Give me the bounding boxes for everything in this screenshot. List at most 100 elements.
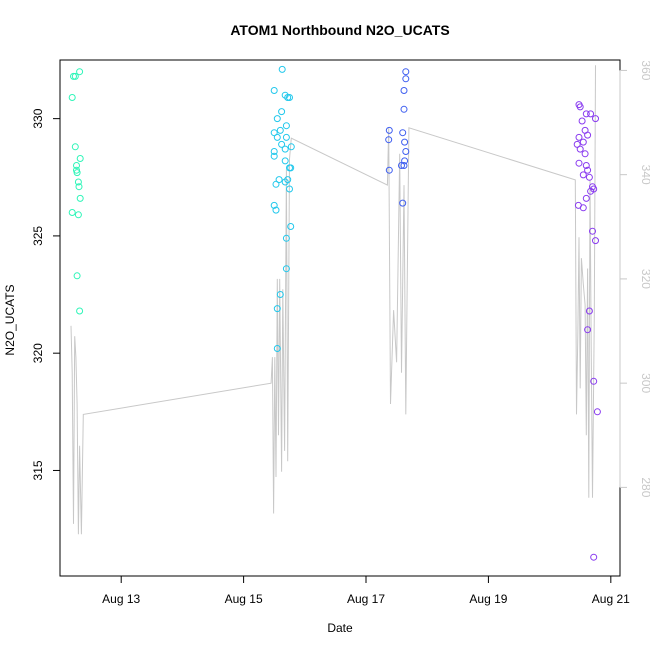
y-axis: 315 320 325 330 xyxy=(31,108,61,480)
data-point xyxy=(582,110,590,118)
data-point xyxy=(273,115,281,123)
data-point xyxy=(76,307,84,315)
data-point xyxy=(74,211,82,219)
right-y-tick-label: 340 xyxy=(639,165,650,185)
data-point xyxy=(286,94,293,101)
data-point xyxy=(581,150,589,158)
data-point xyxy=(578,117,586,125)
data-point xyxy=(275,176,283,184)
data-point xyxy=(587,110,595,118)
data-point xyxy=(270,129,278,137)
scatter-points xyxy=(68,65,601,561)
data-point xyxy=(402,68,410,76)
data-point xyxy=(593,408,601,416)
data-point xyxy=(272,180,280,188)
data-point xyxy=(286,185,293,193)
data-point xyxy=(385,166,393,174)
x-tick-label: Aug 15 xyxy=(225,592,263,606)
data-point xyxy=(398,162,405,169)
data-point xyxy=(399,129,407,137)
data-point xyxy=(590,185,598,193)
data-point xyxy=(278,108,286,116)
data-point xyxy=(273,345,281,352)
data-point xyxy=(400,162,408,169)
data-point xyxy=(270,152,278,160)
data-point xyxy=(584,131,592,139)
right-y-tick-label: 300 xyxy=(639,373,650,393)
data-point xyxy=(579,138,587,146)
data-point xyxy=(281,157,289,165)
data-point xyxy=(284,176,292,184)
data-point xyxy=(273,305,281,313)
data-point xyxy=(68,209,76,216)
data-point xyxy=(278,140,286,148)
data-point xyxy=(73,169,81,177)
data-point xyxy=(402,75,410,83)
right-y-tick-label: 280 xyxy=(639,477,650,497)
data-point xyxy=(287,164,295,172)
data-point xyxy=(282,234,290,242)
data-point xyxy=(287,223,295,230)
y-axis-label: N2O_UCATS xyxy=(3,284,17,355)
y-tick-label: 330 xyxy=(31,108,45,128)
data-point xyxy=(287,143,295,151)
data-point xyxy=(575,159,583,167)
data-point xyxy=(589,227,596,235)
data-point xyxy=(75,183,83,191)
data-point xyxy=(402,148,410,155)
data-point xyxy=(582,194,590,202)
data-point xyxy=(73,272,81,280)
data-point xyxy=(282,133,290,141)
x-tick-label: Aug 17 xyxy=(347,592,385,606)
data-point xyxy=(71,72,79,80)
x-axis-label: Date xyxy=(327,621,353,635)
x-tick-label: Aug 19 xyxy=(469,592,507,606)
data-point xyxy=(585,307,593,315)
data-point xyxy=(270,87,278,94)
data-point xyxy=(278,65,286,73)
data-point xyxy=(273,133,281,141)
data-point xyxy=(281,145,289,153)
data-point xyxy=(576,145,584,153)
x-axis: Aug 13 Aug 15 Aug 17 Aug 19 Aug 21 xyxy=(102,575,630,606)
data-point xyxy=(400,105,408,113)
data-point xyxy=(385,126,393,134)
data-point xyxy=(592,115,599,123)
y-tick-label: 315 xyxy=(31,460,45,480)
right-y-tick-label: 320 xyxy=(639,269,650,289)
x-tick-label: Aug 13 xyxy=(102,592,140,606)
right-y-tick-label: 360 xyxy=(639,60,650,80)
data-point xyxy=(590,553,598,561)
data-point xyxy=(73,162,80,169)
right-axis-series-line xyxy=(70,65,596,535)
data-point xyxy=(272,206,280,214)
data-point xyxy=(74,178,82,186)
right-y-axis: 280 300 320 340 360 xyxy=(619,60,650,498)
x-tick-label: Aug 21 xyxy=(592,592,630,606)
data-point xyxy=(276,126,284,134)
data-point xyxy=(68,94,76,101)
data-point xyxy=(282,122,290,130)
data-point xyxy=(270,201,278,209)
data-point xyxy=(270,148,278,155)
data-point xyxy=(282,265,290,273)
data-point xyxy=(399,199,407,207)
data-point xyxy=(76,194,84,202)
data-point xyxy=(276,291,284,298)
data-point xyxy=(76,68,84,76)
data-point xyxy=(584,166,592,174)
data-point xyxy=(582,162,590,169)
data-point xyxy=(401,138,409,146)
data-point xyxy=(592,237,599,245)
data-point xyxy=(575,133,583,141)
plot-frame xyxy=(59,59,621,577)
data-point xyxy=(579,171,587,179)
data-point xyxy=(576,103,584,111)
y-tick-label: 320 xyxy=(31,343,45,363)
data-point xyxy=(585,173,593,181)
y-tick-label: 325 xyxy=(31,226,45,246)
series-line xyxy=(70,65,596,535)
data-point xyxy=(76,155,84,162)
chart-title: ATOM1 Northbound N2O_UCATS xyxy=(230,22,449,38)
